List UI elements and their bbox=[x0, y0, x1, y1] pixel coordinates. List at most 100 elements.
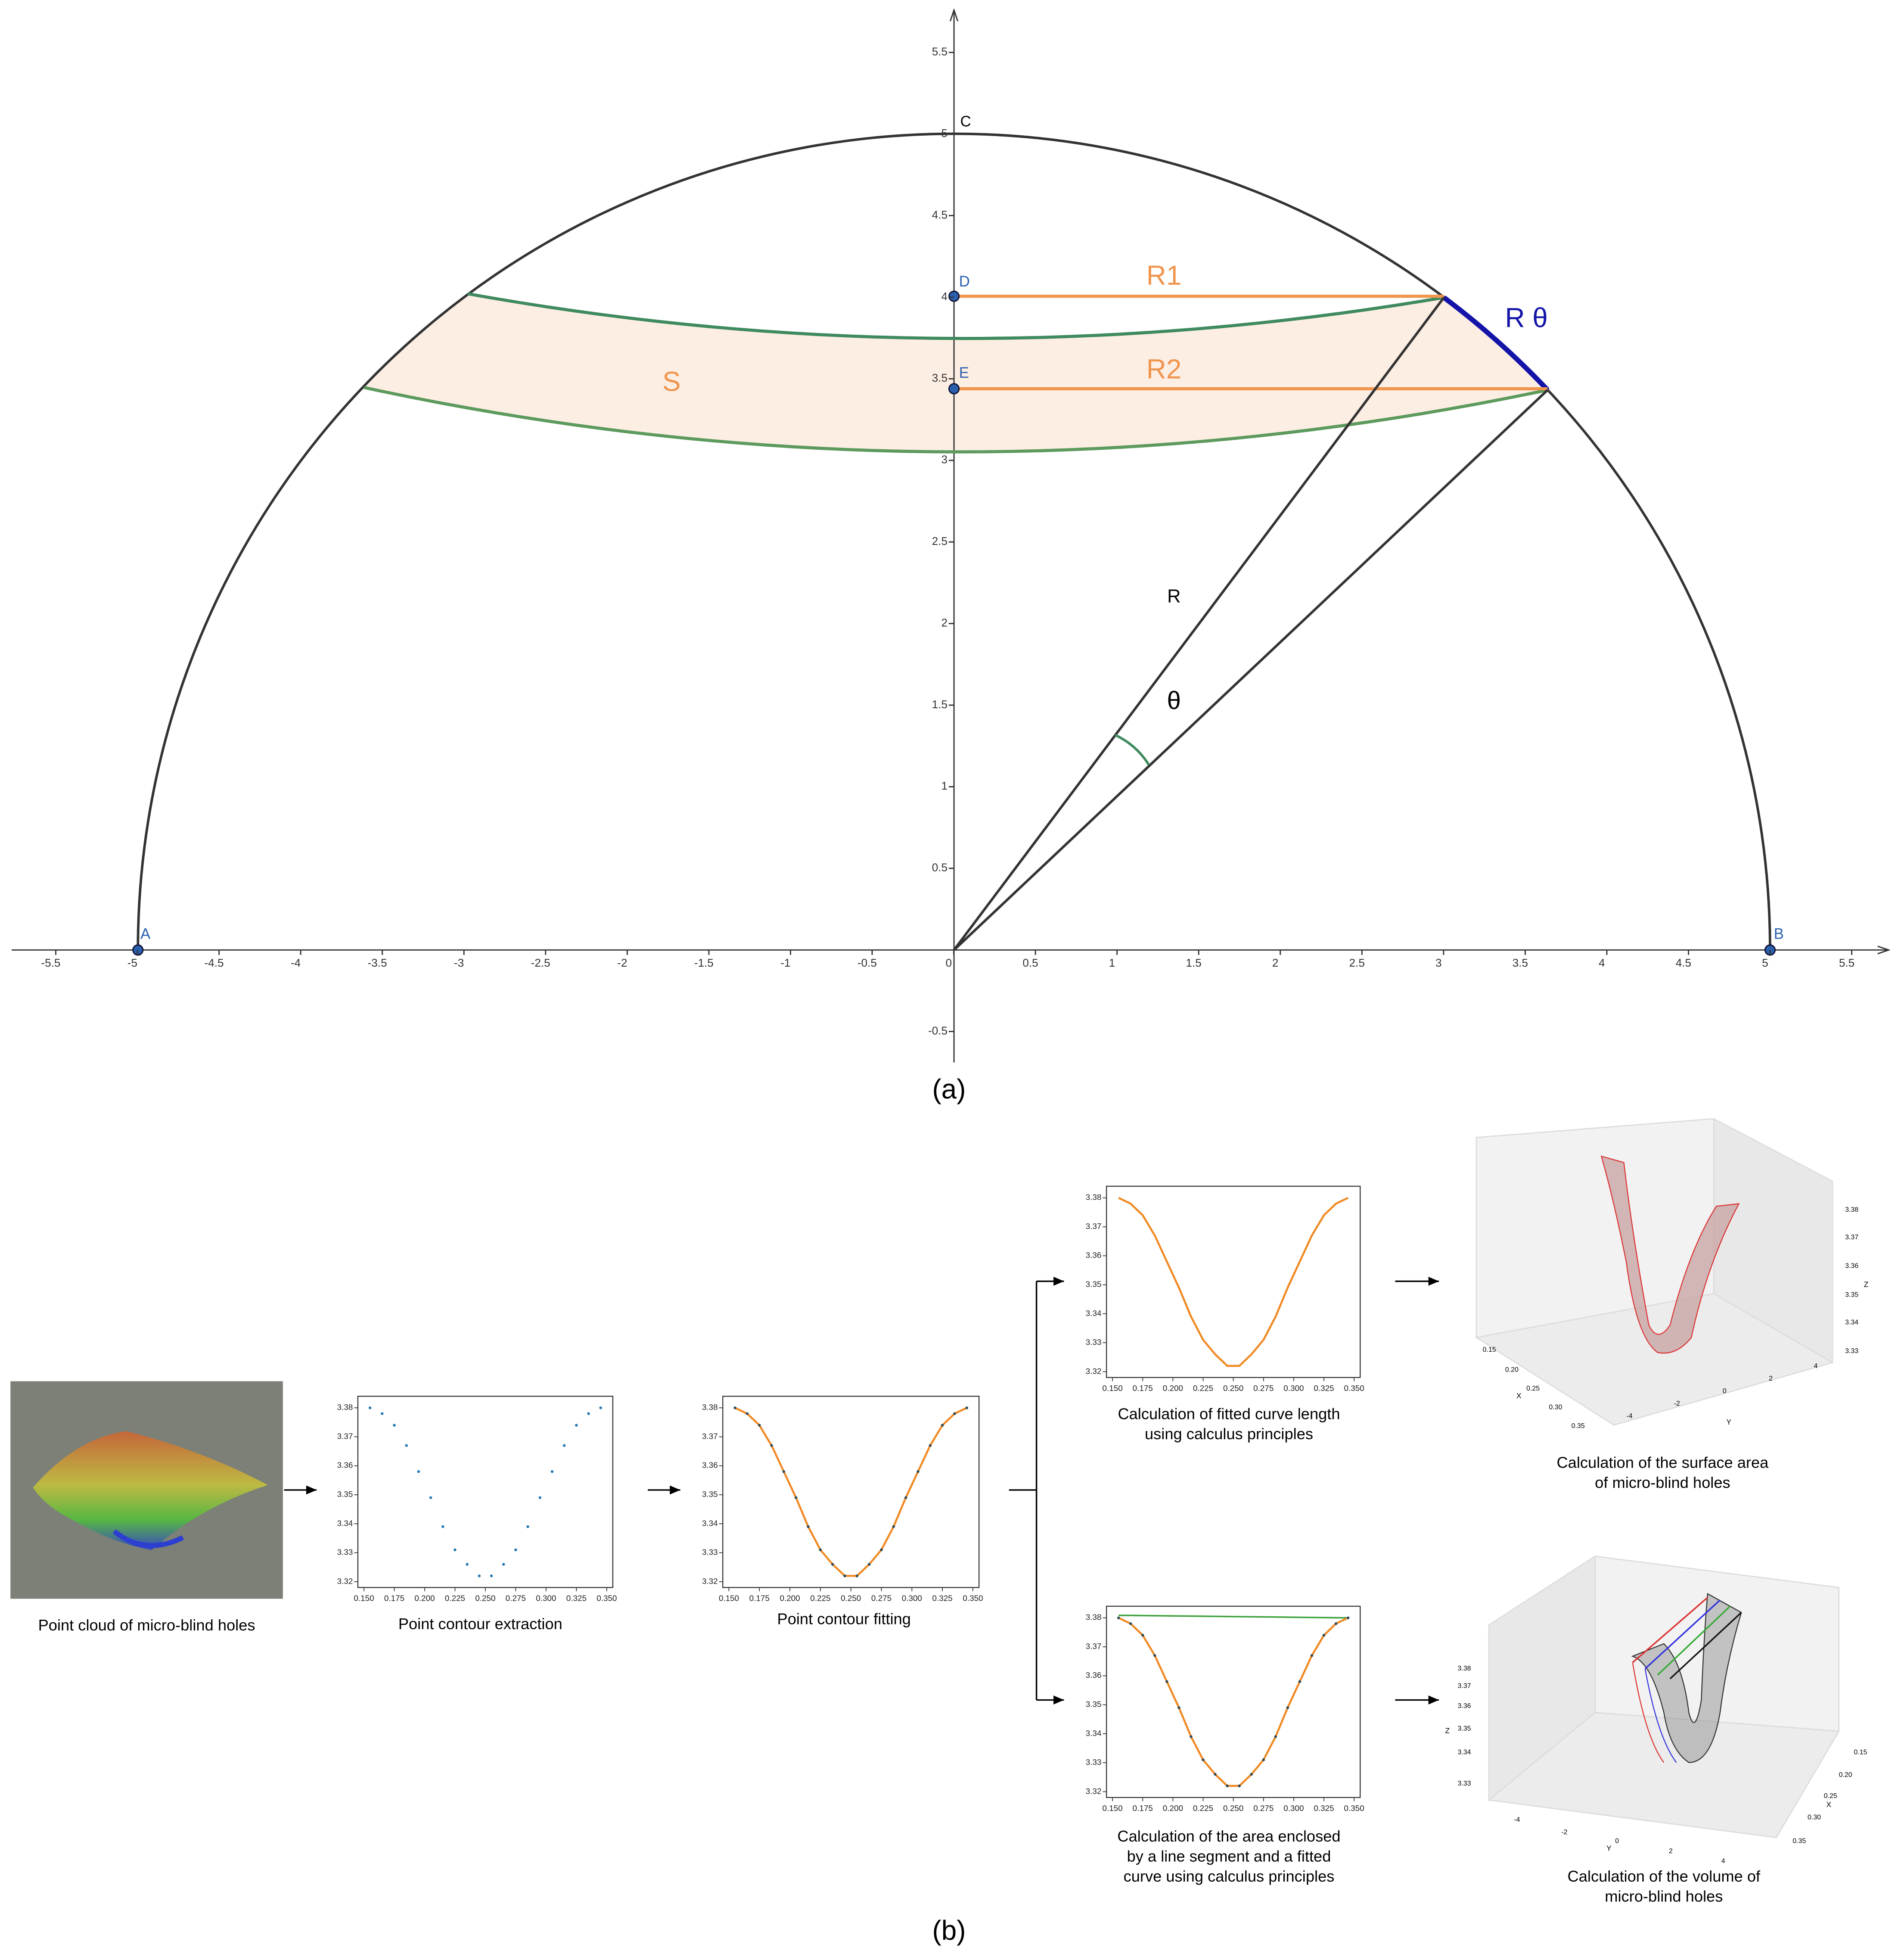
contour-point bbox=[1214, 1773, 1217, 1776]
radius-line bbox=[953, 389, 1549, 951]
x-tick-label: -0.5 bbox=[857, 956, 877, 969]
y-tick-label: 2 bbox=[941, 616, 948, 629]
tick-label: 4 bbox=[1814, 1363, 1818, 1370]
panel-b: 3.38 3.37 3.36 3.35 3.34 3.33 Z 0.15 0.2… bbox=[10, 1117, 1869, 1946]
contour-point bbox=[562, 1444, 566, 1447]
contour-point bbox=[1129, 1622, 1132, 1625]
axis-label: Z bbox=[1864, 1280, 1869, 1289]
x-tick-label: 0.325 bbox=[1314, 1384, 1334, 1393]
x-tick-label: 0.225 bbox=[810, 1593, 830, 1602]
y-tick-label: 3.37 bbox=[702, 1431, 718, 1440]
y-tick-label: 3.32 bbox=[1086, 1786, 1102, 1795]
contour-point bbox=[575, 1424, 578, 1427]
x-tick-label: 0.300 bbox=[536, 1593, 556, 1602]
contour-point bbox=[514, 1548, 517, 1552]
x-tick-label: 1 bbox=[1109, 956, 1115, 969]
contour-point bbox=[538, 1496, 541, 1499]
fitted-curve bbox=[1118, 1197, 1349, 1367]
y-tick-label: 3.36 bbox=[337, 1461, 353, 1470]
volume-3d-plot: 3.38 3.37 3.36 3.35 3.34 3.33 Z 0.15 0.2… bbox=[1445, 1555, 1867, 1865]
tick-label: 2 bbox=[1769, 1375, 1773, 1382]
x-tick-label: 3.5 bbox=[1513, 956, 1528, 969]
panel-label: (b) bbox=[932, 1915, 966, 1946]
x-tick-label: 2.5 bbox=[1349, 956, 1365, 969]
y-tick-label: 3.35 bbox=[702, 1490, 718, 1499]
contour-point bbox=[599, 1406, 602, 1409]
chord bbox=[1118, 1615, 1348, 1619]
x-tick-label: 0.225 bbox=[1193, 1384, 1213, 1393]
axis-label: X bbox=[1516, 1391, 1522, 1400]
x-tick-label: -3.5 bbox=[368, 956, 387, 969]
tick-label: 3.33 bbox=[1458, 1780, 1471, 1787]
contour-point bbox=[1286, 1706, 1289, 1709]
contour-point bbox=[892, 1525, 895, 1528]
contour-point bbox=[1334, 1622, 1338, 1625]
tick-label: 0.15 bbox=[1854, 1749, 1867, 1756]
tick-label: -4 bbox=[1626, 1412, 1632, 1420]
contour-point bbox=[1298, 1680, 1302, 1683]
y-tick-label: 5.5 bbox=[932, 45, 947, 58]
fitted-curve bbox=[734, 1407, 967, 1577]
x-tick-label: 0.200 bbox=[1163, 1384, 1183, 1393]
contour-point bbox=[1310, 1654, 1314, 1657]
tick-label: 3.34 bbox=[1458, 1749, 1471, 1756]
contour-point bbox=[831, 1563, 834, 1566]
caption: Calculation of the volume of bbox=[1568, 1867, 1761, 1885]
point-cloud bbox=[112, 1529, 184, 1548]
contour-point bbox=[1117, 1616, 1120, 1619]
x-tick-label: 0.350 bbox=[1344, 1384, 1364, 1393]
contour-plot: 0.150 0.175 0.200 0.225 0.250 0.275 0.300 0.325… bbox=[702, 1396, 983, 1602]
y-tick-label: 3.38 bbox=[1086, 1613, 1102, 1622]
x-tick-label: 0.350 bbox=[963, 1593, 983, 1602]
contour-point bbox=[381, 1412, 384, 1415]
caption: of micro-blind holes bbox=[1595, 1474, 1730, 1491]
tick-label: 3.36 bbox=[1845, 1263, 1858, 1270]
point bbox=[948, 383, 960, 395]
y-tick-label: 3.32 bbox=[702, 1577, 718, 1586]
contour-point bbox=[587, 1412, 590, 1415]
y-tick-label: 3.33 bbox=[1086, 1338, 1102, 1347]
y-tick-label: 3.37 bbox=[1086, 1642, 1102, 1651]
x-tick-label: 0.275 bbox=[506, 1593, 526, 1602]
x-tick-label: 0.175 bbox=[749, 1593, 770, 1602]
caption: Calculation of the area enclosed bbox=[1117, 1827, 1340, 1845]
x-tick-label: 0.350 bbox=[1344, 1804, 1364, 1813]
y-tick-label: 3.37 bbox=[1086, 1222, 1102, 1231]
x-tick-label: 0.150 bbox=[1103, 1804, 1123, 1813]
y-tick-label: 0.5 bbox=[932, 861, 947, 874]
contour-point bbox=[466, 1563, 469, 1566]
plot-frame bbox=[1106, 1185, 1361, 1378]
contour-point bbox=[965, 1406, 969, 1409]
y-tick-label: 3.36 bbox=[702, 1461, 718, 1470]
contour-point bbox=[441, 1525, 444, 1528]
y-tick-label: 3.35 bbox=[1086, 1699, 1102, 1708]
caption: Point cloud of micro-blind holes bbox=[38, 1616, 255, 1634]
contour-point bbox=[855, 1574, 859, 1577]
contour-point bbox=[843, 1574, 846, 1577]
x-tick-label: 0.175 bbox=[1133, 1804, 1153, 1813]
tick-label: 0.25 bbox=[1824, 1792, 1837, 1800]
contour-point bbox=[368, 1406, 372, 1409]
x-tick-label: 4.5 bbox=[1676, 956, 1691, 969]
y-tick-label: 3.33 bbox=[1086, 1758, 1102, 1767]
point-label: D bbox=[959, 273, 970, 290]
curve-label: C bbox=[960, 113, 971, 130]
y-tick-label: 3.34 bbox=[702, 1518, 718, 1528]
x-tick-label: 3 bbox=[1435, 956, 1442, 969]
y-tick-label: 3.38 bbox=[1086, 1193, 1102, 1202]
caption: Calculation of the surface area bbox=[1556, 1454, 1769, 1472]
x-tick-label: -2.5 bbox=[531, 956, 550, 969]
y-tick-label: 3.38 bbox=[337, 1403, 353, 1412]
contour-point bbox=[770, 1444, 773, 1447]
tick-label: 3.38 bbox=[1458, 1665, 1471, 1672]
contour-point bbox=[782, 1470, 786, 1473]
x-tick-label: 0.225 bbox=[1193, 1804, 1213, 1813]
caption: curve using calculus principles bbox=[1124, 1867, 1335, 1885]
contour-point bbox=[502, 1563, 505, 1566]
surface-3d-plot: 3.38 3.37 3.36 3.35 3.34 3.33 Z 0.15 0.2… bbox=[1475, 1117, 1869, 1430]
contour-point bbox=[807, 1525, 810, 1528]
plot-frame bbox=[1106, 1605, 1361, 1798]
caption: Point contour fitting bbox=[777, 1610, 911, 1627]
plot-frame bbox=[357, 1396, 614, 1588]
